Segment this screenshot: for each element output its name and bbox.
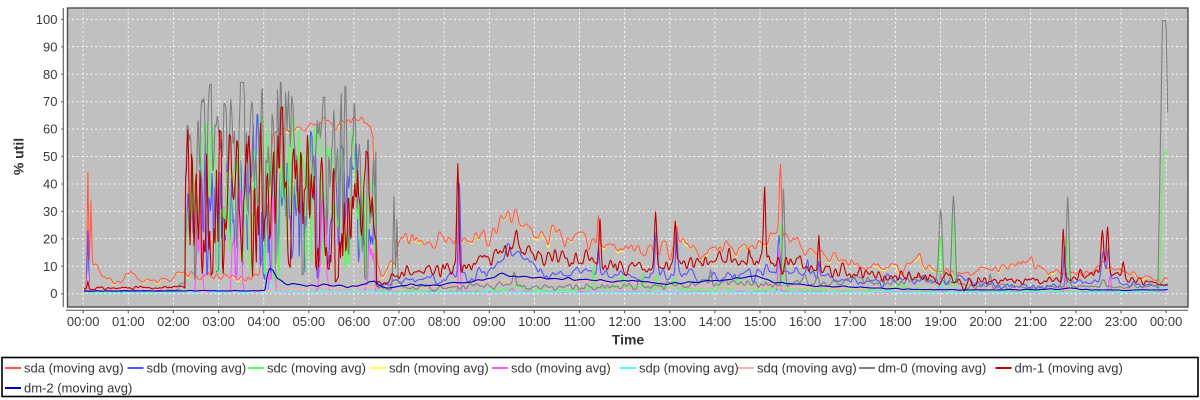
svg-text:16:00: 16:00 [789,314,822,329]
svg-text:Time: Time [612,332,645,348]
svg-text:00:00: 00:00 [67,314,100,329]
svg-text:08:00: 08:00 [428,314,461,329]
svg-text:70: 70 [43,94,57,109]
svg-text:20:00: 20:00 [969,314,1002,329]
svg-text:17:00: 17:00 [834,314,867,329]
svg-text:% util: % util [11,138,27,175]
svg-text:0: 0 [50,286,57,301]
svg-text:14:00: 14:00 [699,314,732,329]
svg-text:09:00: 09:00 [473,314,506,329]
svg-text:19:00: 19:00 [924,314,957,329]
svg-text:11:00: 11:00 [564,314,596,329]
svg-text:18:00: 18:00 [879,314,912,329]
svg-text:sdc (moving avg): sdc (moving avg) [267,361,366,376]
svg-text:sda (moving avg): sda (moving avg) [24,361,124,376]
svg-text:30: 30 [43,204,57,219]
svg-text:07:00: 07:00 [383,314,416,329]
svg-text:03:00: 03:00 [202,314,235,329]
svg-text:04:00: 04:00 [247,314,280,329]
svg-text:sdn (moving avg): sdn (moving avg) [389,361,489,376]
svg-text:sdo (moving avg): sdo (moving avg) [511,361,611,376]
svg-text:40: 40 [43,177,57,192]
svg-text:02:00: 02:00 [157,314,190,329]
svg-text:20: 20 [43,231,57,246]
svg-text:10:00: 10:00 [518,314,551,329]
svg-text:12:00: 12:00 [608,314,641,329]
svg-text:01:00: 01:00 [112,314,145,329]
svg-text:06:00: 06:00 [338,314,371,329]
svg-text:100: 100 [36,12,58,27]
svg-text:05:00: 05:00 [293,314,326,329]
svg-text:80: 80 [43,67,57,82]
svg-text:23:00: 23:00 [1105,314,1138,329]
svg-text:90: 90 [43,39,57,54]
svg-text:15:00: 15:00 [744,314,777,329]
svg-text:00:00: 00:00 [1150,314,1183,329]
svg-text:dm-0 (moving avg): dm-0 (moving avg) [878,361,986,376]
svg-text:22:00: 22:00 [1060,314,1093,329]
svg-text:sdq (moving avg): sdq (moving avg) [757,361,857,376]
svg-text:10: 10 [43,259,57,274]
svg-text:13:00: 13:00 [654,314,687,329]
svg-text:sdp (moving avg): sdp (moving avg) [639,361,739,376]
svg-text:50: 50 [43,149,57,164]
svg-text:60: 60 [43,122,57,137]
svg-text:sdb (moving avg): sdb (moving avg) [147,361,247,376]
svg-text:dm-1 (moving avg): dm-1 (moving avg) [1015,361,1123,376]
svg-text:dm-2 (moving avg): dm-2 (moving avg) [24,381,132,396]
svg-text:21:00: 21:00 [1014,314,1047,329]
